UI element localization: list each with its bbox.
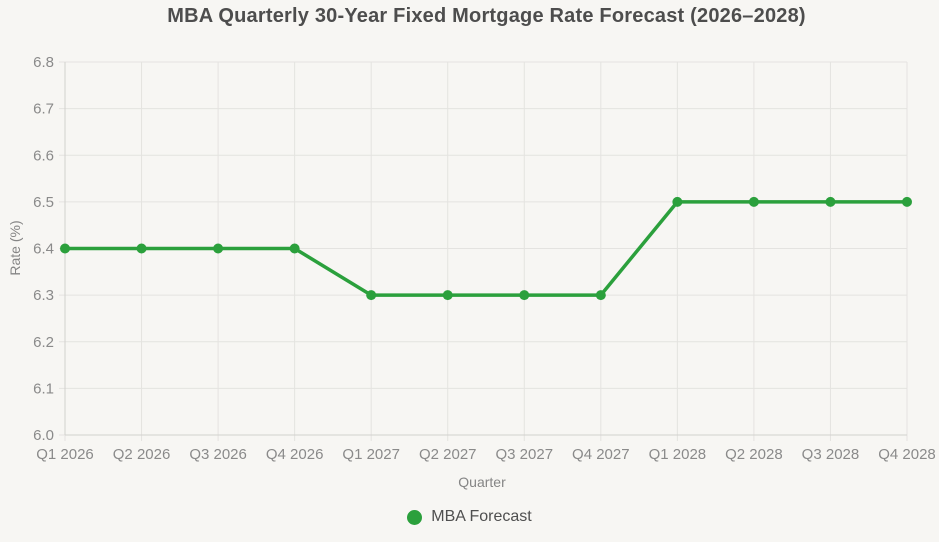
data-point[interactable] — [672, 196, 683, 207]
legend-circle-icon — [407, 509, 423, 525]
data-point[interactable] — [136, 243, 147, 254]
y-axis-title: Rate (%) — [7, 220, 23, 276]
x-tick-label: Q2 2027 — [419, 446, 477, 463]
data-point[interactable] — [289, 243, 300, 254]
y-tick-label: 6.7 — [33, 101, 54, 118]
y-tick-label: 6.8 — [33, 54, 54, 71]
legend: MBA Forecast — [0, 508, 939, 526]
data-point[interactable] — [442, 290, 453, 301]
data-point[interactable] — [902, 196, 912, 207]
x-tick-label: Q2 2026 — [113, 446, 171, 463]
y-tick-label: 6.2 — [33, 334, 54, 351]
data-point[interactable] — [519, 290, 530, 301]
x-tick-label: Q4 2026 — [266, 446, 324, 463]
x-axis-title: Quarter — [458, 474, 506, 490]
x-tick-label: Q1 2026 — [36, 446, 94, 463]
y-tick-label: 6.1 — [33, 380, 54, 397]
x-tick-label: Q3 2027 — [495, 446, 553, 463]
y-tick-label: 6.0 — [33, 427, 54, 444]
x-tick-label: Q2 2028 — [725, 446, 783, 463]
y-tick-label: 6.4 — [33, 241, 54, 258]
data-point[interactable] — [595, 290, 606, 301]
x-tick-label: Q4 2027 — [572, 446, 630, 463]
y-tick-label: 6.5 — [33, 194, 54, 211]
x-tick-label: Q1 2027 — [342, 446, 400, 463]
series-lines — [63, 200, 909, 297]
tick-labels: 6.0 6.1 6.2 6.3 6.4 6.5 6.6 6.7 6.8 Q1 2026 Q2 202… — [33, 54, 936, 463]
data-point[interactable] — [366, 290, 377, 301]
data-points — [60, 196, 912, 301]
axis-ticks — [59, 61, 908, 441]
data-point[interactable] — [60, 243, 70, 254]
data-point[interactable] — [213, 243, 224, 254]
chart-title: MBA Quarterly 30-Year Fixed Mortgage Rat… — [167, 5, 806, 27]
x-tick-label: Q1 2028 — [649, 446, 707, 463]
forecast-line — [63, 200, 909, 297]
data-point[interactable] — [825, 196, 836, 207]
legend-item-mba-forecast[interactable]: MBA Forecast — [407, 508, 532, 526]
x-tick-label: Q4 2028 — [878, 446, 936, 463]
data-point[interactable] — [748, 196, 759, 207]
x-tick-label: Q3 2028 — [802, 446, 860, 463]
legend-label: MBA Forecast — [431, 508, 532, 525]
x-tick-label: Q3 2026 — [189, 446, 247, 463]
y-tick-label: 6.6 — [33, 147, 54, 164]
y-tick-label: 6.3 — [33, 287, 54, 304]
